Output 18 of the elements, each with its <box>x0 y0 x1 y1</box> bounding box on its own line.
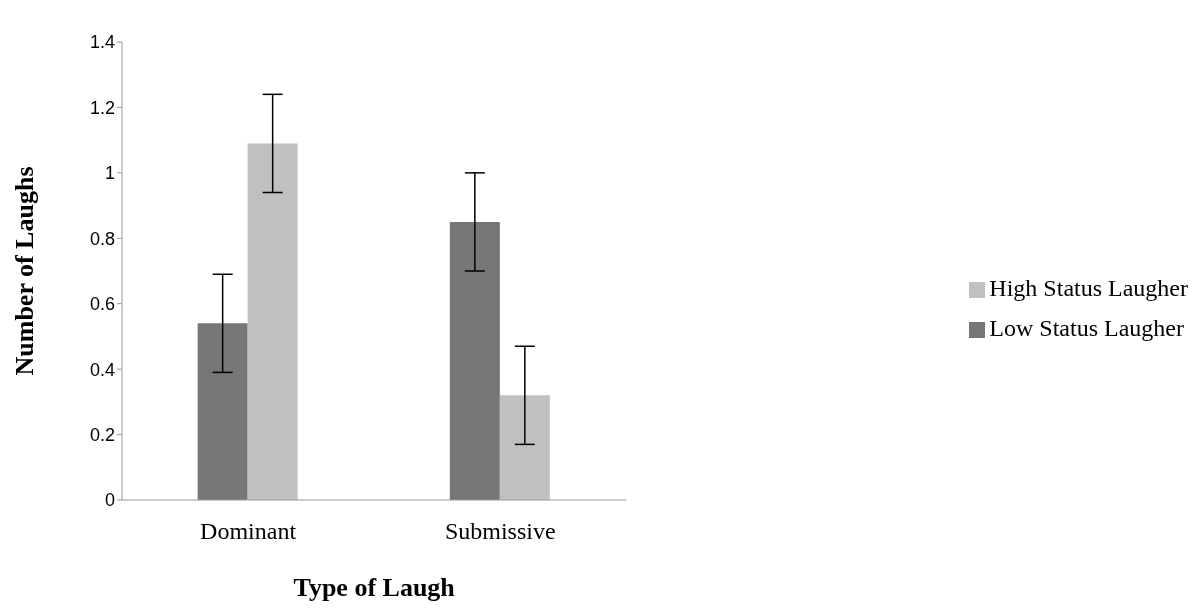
bar <box>499 395 550 500</box>
x-axis-title: Type of Laugh <box>293 573 456 602</box>
y-axis-title: Number of Laughs <box>10 166 40 376</box>
y-tick-label: 0.2 <box>89 424 115 445</box>
y-tick-label: 0.8 <box>89 228 115 249</box>
x-tick-label: Submissive <box>444 518 556 545</box>
bar <box>449 221 500 500</box>
y-tick-label: 0.4 <box>89 359 115 380</box>
y-tick-label: 1.4 <box>89 32 115 53</box>
y-tick-label: 0.6 <box>89 294 115 315</box>
y-tick-label: 1 <box>104 163 115 184</box>
legend-label: Low Status Laugher <box>989 315 1184 341</box>
bar <box>247 143 298 500</box>
bar <box>197 323 248 500</box>
y-tick-label: 0 <box>104 490 115 511</box>
legend-label: High Status Laugher <box>989 275 1188 301</box>
y-tick-label: 1.2 <box>89 97 115 118</box>
x-tick-label: Dominant <box>200 518 297 545</box>
